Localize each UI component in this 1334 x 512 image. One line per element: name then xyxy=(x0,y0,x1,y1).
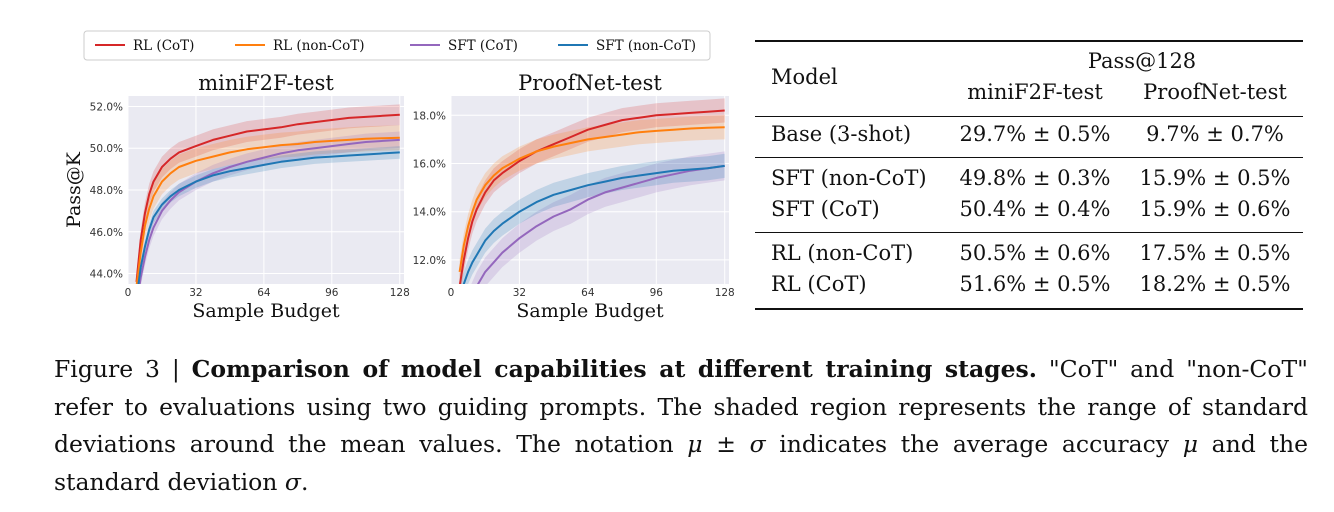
figure-panels: RL (CoT) RL (non-CoT) SFT (CoT) SFT (non… xyxy=(63,30,735,322)
table-header-col2: ProofNet-test xyxy=(1143,80,1287,104)
legend-label: RL (CoT) xyxy=(133,38,194,54)
series-lines xyxy=(458,109,725,284)
legend-frame xyxy=(83,30,711,61)
grid xyxy=(450,96,729,284)
series-band xyxy=(459,153,725,284)
caption-paragraph: Figure 3 | Comparison of model capabilit… xyxy=(54,351,1308,501)
grid xyxy=(127,96,404,284)
caption-math-mu: μ xyxy=(1182,430,1198,458)
series-line xyxy=(135,136,400,284)
table-cell-proofnet: 9.7% ± 0.7% xyxy=(1146,122,1284,146)
x-tick-label: 128 xyxy=(715,287,735,299)
series-band xyxy=(471,151,725,284)
caption-math-mu: μ xyxy=(687,430,703,458)
table-group-rule xyxy=(755,157,1303,158)
y-tick-label: 16.0% xyxy=(413,158,446,170)
caption-bold-title: Comparison of model capabilities at diff… xyxy=(191,355,1037,383)
caption-text: "CoT" and "non-CoT" refer to evaluations… xyxy=(54,355,1308,458)
error-bands xyxy=(136,104,400,284)
x-tick-label: 96 xyxy=(325,287,339,299)
series-lines xyxy=(135,113,400,284)
series-line xyxy=(458,126,725,273)
legend-entry: RL (non-CoT) xyxy=(235,38,365,54)
series-line xyxy=(135,113,400,282)
table-cell-minif2f: 51.6% ± 0.5% xyxy=(959,272,1111,296)
series-line xyxy=(458,109,725,284)
y-axis-label: Pass@K xyxy=(63,151,85,228)
caption-prefix: Figure 3 | xyxy=(54,355,192,383)
chart-title: miniF2F-test xyxy=(198,71,334,95)
series-band xyxy=(459,98,725,284)
y-tick-label: 14.0% xyxy=(413,207,446,219)
tick-labels: 0 32 64 96 128 12.0% 14.0% 16.0% 18.0% xyxy=(413,110,735,299)
y-tick-label: 50.0% xyxy=(90,143,123,155)
y-tick-label: 48.0% xyxy=(90,185,123,197)
legend-label: SFT (CoT) xyxy=(448,38,518,54)
x-tick-label: 64 xyxy=(581,287,595,299)
table-cell-model: Base (3-shot) xyxy=(771,122,912,146)
caption-text: . xyxy=(300,467,309,496)
table-cell-model: RL (CoT) xyxy=(771,272,867,296)
legend-label: RL (non-CoT) xyxy=(273,38,365,54)
series-band xyxy=(138,131,400,284)
table-cell-model: RL (non-CoT) xyxy=(771,241,914,265)
legend-entry: RL (CoT) xyxy=(95,38,194,54)
x-tick-label: 64 xyxy=(257,287,271,299)
series-band xyxy=(137,146,400,284)
plot-area xyxy=(451,96,729,284)
table-cell-model: SFT (CoT) xyxy=(771,197,880,221)
x-axis-label: Sample Budget xyxy=(192,300,340,322)
caption-text: ± xyxy=(702,430,750,458)
table-header-col1: miniF2F-test xyxy=(967,80,1103,104)
series-line xyxy=(462,164,725,284)
table-cell-minif2f: 49.8% ± 0.3% xyxy=(959,166,1111,190)
y-tick-label: 46.0% xyxy=(90,227,123,239)
x-axis-label: Sample Budget xyxy=(516,300,664,322)
table-top-rule xyxy=(755,40,1303,42)
caption-text: and the standard deviation xyxy=(54,430,1308,496)
x-tick-label: 96 xyxy=(650,287,664,299)
table-group-rule xyxy=(755,232,1303,233)
legend-label: SFT (non-CoT) xyxy=(596,38,696,54)
table-cell-model: SFT (non-CoT) xyxy=(771,166,927,190)
table-cell-proofnet: 15.9% ± 0.6% xyxy=(1139,197,1291,221)
series-line xyxy=(138,138,400,284)
table-cell-proofnet: 15.9% ± 0.5% xyxy=(1139,166,1291,190)
table-cell-proofnet: 17.5% ± 0.5% xyxy=(1139,241,1291,265)
series-line xyxy=(137,151,400,284)
figure-caption: Figure 3 | Comparison of model capabilit… xyxy=(54,351,1308,501)
y-tick-label: 52.0% xyxy=(90,101,123,113)
table-header-rule xyxy=(755,116,1303,117)
results-table: Model Pass@128 miniF2F-test ProofNet-tes… xyxy=(755,40,1303,311)
table-cell-minif2f: 50.4% ± 0.4% xyxy=(959,197,1111,221)
table-bottom-rule xyxy=(755,308,1303,310)
x-tick-label: 0 xyxy=(125,287,132,299)
legend-entry: SFT (non-CoT) xyxy=(558,38,696,54)
table-cell-minif2f: 50.5% ± 0.6% xyxy=(959,241,1111,265)
caption-math-sigma: σ xyxy=(284,467,301,496)
table-cell-minif2f: 29.7% ± 0.5% xyxy=(959,122,1111,146)
table-cell-proofnet: 18.2% ± 0.5% xyxy=(1139,272,1291,296)
chart-proofnet: ProofNet-test 0 32 64 96 128 12.0% 14.0% 16.0% 1… xyxy=(413,71,735,322)
y-tick-label: 12.0% xyxy=(413,255,446,267)
chart-title: ProofNet-test xyxy=(518,71,662,95)
tick-labels: 0 32 64 96 128 44.0% 46.0% 48.0% 50.0% 52.0% xyxy=(90,101,410,299)
x-tick-label: 32 xyxy=(513,287,526,299)
x-tick-label: 32 xyxy=(189,287,202,299)
x-tick-label: 128 xyxy=(390,287,410,299)
table-header-model: Model xyxy=(771,65,838,89)
caption-math-sigma: σ xyxy=(749,430,766,458)
legend: RL (CoT) RL (non-CoT) SFT (CoT) SFT (non… xyxy=(83,30,711,61)
legend-entry: SFT (CoT) xyxy=(410,38,518,54)
series-band xyxy=(136,104,400,284)
caption-text: indicates the average accuracy xyxy=(765,430,1183,458)
table-header-group: Pass@128 xyxy=(1087,49,1197,73)
x-tick-label: 0 xyxy=(448,287,455,299)
y-tick-label: 18.0% xyxy=(413,110,446,122)
chart-minif2f: miniF2F-test 0 32 64 96 128 44.0% 46.0% 48.0% 50… xyxy=(63,71,410,322)
y-tick-label: 44.0% xyxy=(90,269,123,281)
series-line xyxy=(476,164,725,284)
series-band xyxy=(136,125,400,284)
